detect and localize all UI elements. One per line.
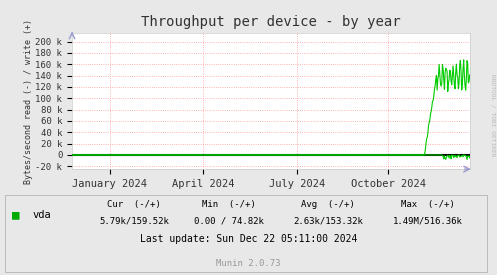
Text: 0.00 / 74.82k: 0.00 / 74.82k — [194, 217, 263, 226]
Title: Throughput per device - by year: Throughput per device - by year — [141, 15, 401, 29]
Text: 5.79k/159.52k: 5.79k/159.52k — [99, 217, 169, 226]
Text: Last update: Sun Dec 22 05:11:00 2024: Last update: Sun Dec 22 05:11:00 2024 — [140, 234, 357, 244]
Text: Cur  (-/+): Cur (-/+) — [107, 200, 161, 209]
Text: RRDTOOL / TOBI OETIKER: RRDTOOL / TOBI OETIKER — [491, 74, 496, 157]
Y-axis label: Bytes/second read (-) / write (+): Bytes/second read (-) / write (+) — [24, 19, 33, 184]
Text: Avg  (-/+): Avg (-/+) — [301, 200, 355, 209]
Text: Max  (-/+): Max (-/+) — [401, 200, 454, 209]
Text: ■: ■ — [12, 208, 20, 221]
Text: Min  (-/+): Min (-/+) — [202, 200, 255, 209]
Text: 2.63k/153.32k: 2.63k/153.32k — [293, 217, 363, 226]
Text: 1.49M/516.36k: 1.49M/516.36k — [393, 217, 462, 226]
Text: Munin 2.0.73: Munin 2.0.73 — [216, 260, 281, 268]
Text: vda: vda — [32, 210, 51, 219]
